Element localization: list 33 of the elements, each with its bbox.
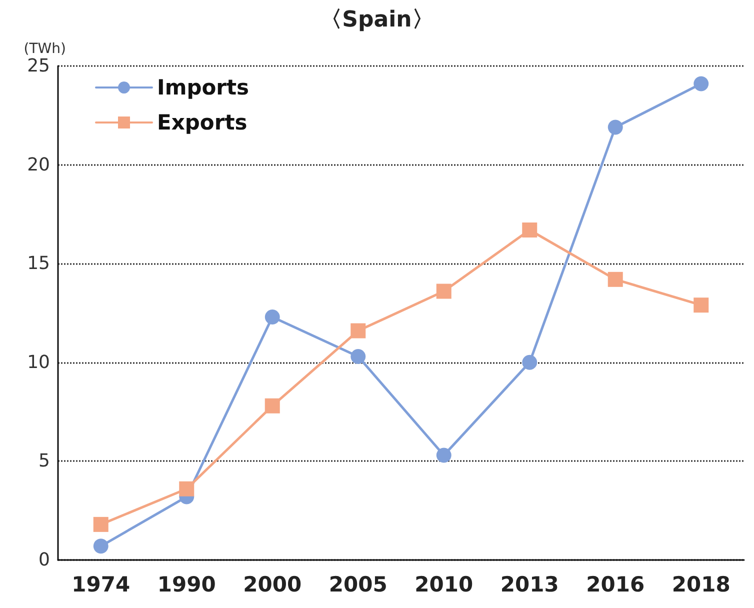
point (608, 272, 623, 287)
y-tick-label: 20 (27, 154, 50, 176)
y-tick-label: 15 (27, 253, 50, 274)
legend-label: Exports (157, 110, 248, 134)
point (350, 348, 366, 364)
point (694, 298, 709, 313)
point (179, 481, 194, 496)
point (93, 516, 108, 532)
x-tick-label: 2000 (243, 572, 302, 596)
point (350, 323, 366, 338)
y-tick-label: 25 (27, 56, 50, 76)
y-tick-label: 5 (38, 450, 50, 472)
point (264, 309, 280, 324)
x-tick-label: 2016 (586, 572, 645, 596)
point (93, 538, 108, 554)
x-tick-label: 2010 (414, 572, 474, 596)
y-tick-label: 10 (27, 352, 50, 373)
point (522, 222, 538, 238)
x-tick-label: 1974 (72, 572, 130, 596)
x-tick-label: 2013 (500, 572, 559, 596)
y-axis-title: (TWh) (24, 41, 66, 57)
point (436, 448, 452, 463)
y-tick-label: 0 (38, 550, 50, 570)
chart-title: 〈Spain〉 (320, 8, 434, 32)
point (436, 284, 452, 299)
legend-label: Imports (157, 76, 250, 100)
point (694, 76, 709, 92)
x-tick-label: 2005 (328, 572, 388, 596)
point (522, 354, 538, 370)
x-tick-label: 1990 (157, 572, 216, 596)
point (608, 120, 623, 135)
point (264, 398, 280, 414)
x-tick-label: 2018 (672, 572, 730, 596)
